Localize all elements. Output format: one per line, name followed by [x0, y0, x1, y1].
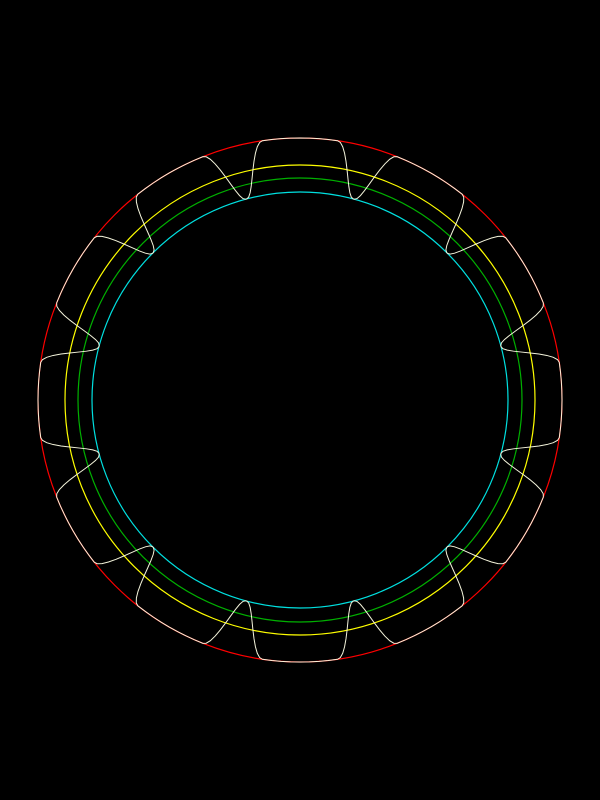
diagram-background	[0, 0, 600, 800]
gear-diagram	[0, 0, 600, 800]
